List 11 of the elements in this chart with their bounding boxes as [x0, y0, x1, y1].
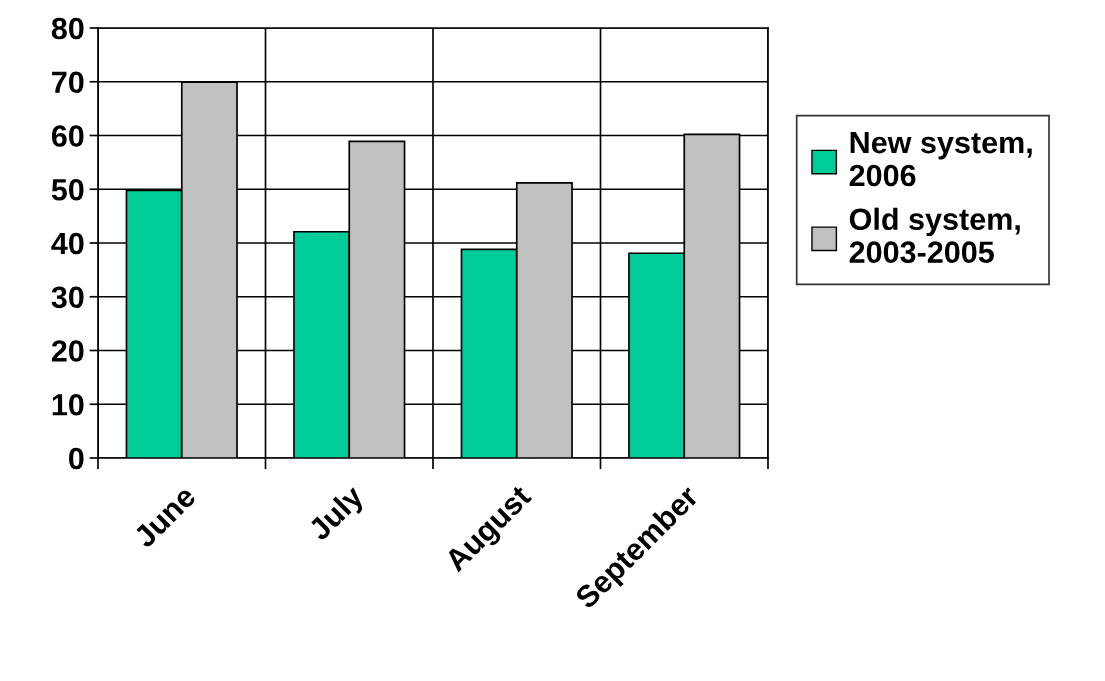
y-tick-label: 50: [51, 178, 84, 201]
y-tick-label: 30: [51, 286, 84, 309]
y-tick-label: 80: [51, 17, 84, 40]
y-tick-label: 10: [52, 393, 84, 416]
y-tick-label: 20: [51, 340, 84, 362]
y-tick-label: 60: [51, 125, 84, 147]
legend-label: New system, 2006: [849, 132, 1032, 187]
legend-label: Old system, 2003-2005: [849, 207, 1020, 264]
y-tick-label: 70: [52, 71, 84, 94]
y-tick-label: 0: [69, 447, 84, 470]
y-tick-label: 40: [51, 232, 84, 255]
